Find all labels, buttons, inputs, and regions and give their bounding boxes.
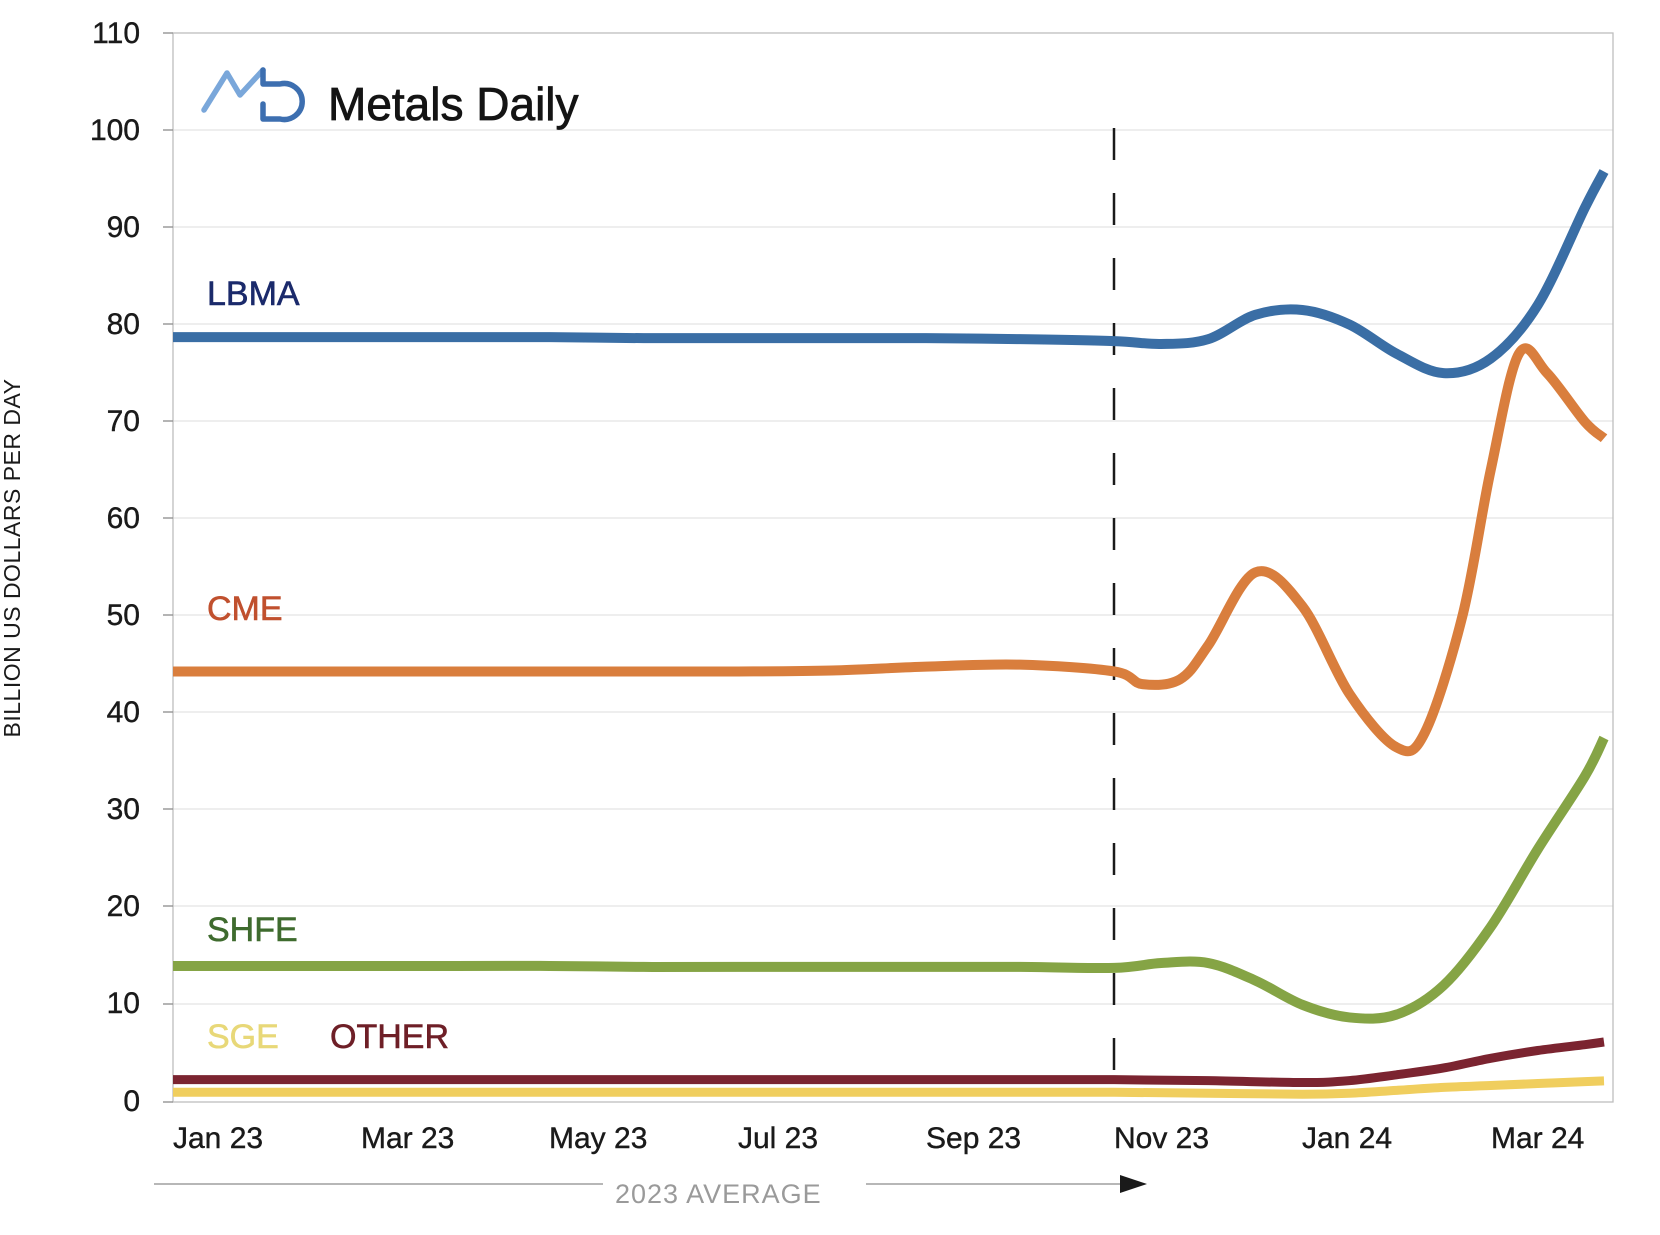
svg-text:BILLION US DOLLARS PER DAY: BILLION US DOLLARS PER DAY xyxy=(0,379,25,738)
svg-text:SHFE: SHFE xyxy=(207,911,298,949)
svg-text:CME: CME xyxy=(207,590,283,628)
svg-text:110: 110 xyxy=(92,17,140,50)
svg-text:100: 100 xyxy=(90,114,140,147)
svg-text:2023 AVERAGE: 2023 AVERAGE xyxy=(615,1179,822,1209)
svg-text:20: 20 xyxy=(107,890,140,923)
svg-text:60: 60 xyxy=(107,502,140,535)
svg-text:Nov 23: Nov 23 xyxy=(1114,1122,1209,1155)
svg-text:Mar 23: Mar 23 xyxy=(361,1122,454,1155)
svg-text:50: 50 xyxy=(107,599,140,632)
svg-text:10: 10 xyxy=(107,987,140,1020)
svg-text:Jul 23: Jul 23 xyxy=(738,1122,818,1155)
svg-text:0: 0 xyxy=(123,1085,140,1118)
svg-text:90: 90 xyxy=(107,211,140,244)
svg-text:Sep 23: Sep 23 xyxy=(926,1122,1021,1155)
svg-text:40: 40 xyxy=(107,696,140,729)
svg-text:LBMA: LBMA xyxy=(207,275,300,313)
svg-text:70: 70 xyxy=(107,405,140,438)
svg-text:Jan 23: Jan 23 xyxy=(173,1122,263,1155)
svg-text:Mar 24: Mar 24 xyxy=(1491,1122,1584,1155)
svg-text:May 23: May 23 xyxy=(549,1122,647,1155)
svg-text:Jan 24: Jan 24 xyxy=(1302,1122,1392,1155)
svg-text:30: 30 xyxy=(107,793,140,826)
svg-text:OTHER: OTHER xyxy=(330,1018,449,1056)
svg-text:Metals Daily: Metals Daily xyxy=(328,78,579,130)
svg-text:80: 80 xyxy=(107,308,140,341)
svg-text:SGE: SGE xyxy=(207,1018,279,1056)
